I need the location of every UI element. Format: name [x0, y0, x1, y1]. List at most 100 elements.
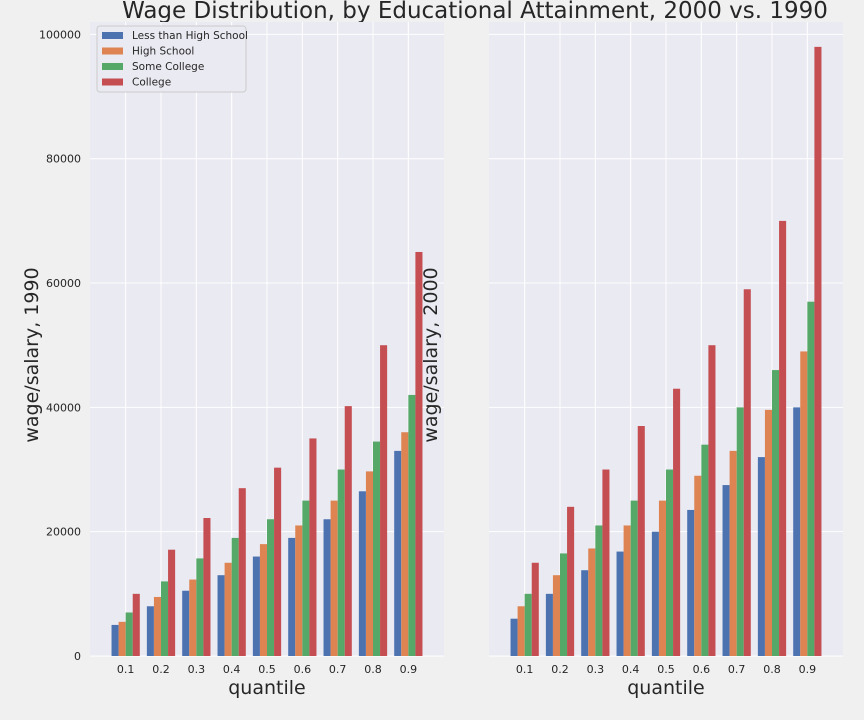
bar-college [203, 518, 211, 656]
bar-college [380, 345, 388, 656]
bar-some-college [524, 593, 532, 656]
bar-less-than-high-school [651, 531, 659, 656]
x-axis-label: quantile [627, 677, 704, 699]
bar-some-college [373, 441, 381, 656]
x-tick-label: 0.2 [551, 663, 569, 676]
y-tick-label: 100000 [39, 28, 81, 41]
bar-high-school [623, 525, 631, 656]
legend-label: College [132, 77, 171, 89]
bar-less-than-high-school [793, 407, 801, 656]
bar-less-than-high-school [252, 556, 260, 656]
bar-less-than-high-school [722, 485, 730, 656]
bar-some-college [595, 525, 603, 656]
panel-1990: 0 20000 40000 60000 80000 100000 0.1 0.2 0.3 0.4 0… [21, 22, 444, 699]
x-tick-label: 0.6 [294, 663, 312, 676]
panel-2000: 0.1 0.2 0.3 0.4 0.5 0.6 0.7 0.8 0.9 quantile wage/… [420, 22, 843, 699]
bar-less-than-high-school [545, 593, 553, 656]
bar-college [309, 438, 317, 656]
bar-college [132, 593, 140, 656]
bar-high-school [401, 432, 409, 656]
legend-label: High School [132, 46, 194, 58]
bar-some-college [772, 370, 780, 656]
bar-high-school [517, 606, 525, 656]
x-tick-label: 0.8 [364, 663, 382, 676]
bar-college [274, 467, 282, 656]
x-tick-label: 0.9 [400, 663, 418, 676]
bar-college [779, 220, 787, 656]
bar-less-than-high-school [510, 618, 518, 656]
legend: Less than High School High School Some Col… [96, 25, 248, 93]
bar-some-college [736, 407, 744, 656]
bar-less-than-high-school [394, 450, 402, 656]
legend-swatch [102, 47, 123, 55]
bar-high-school [552, 575, 560, 656]
bar-high-school [588, 548, 596, 656]
bar-less-than-high-school [111, 624, 119, 656]
bar-some-college [807, 301, 815, 656]
y-tick-label: 60000 [46, 277, 81, 290]
legend-label: Less than High School [132, 30, 248, 42]
bar-high-school [800, 351, 808, 656]
x-tick-label: 0.2 [152, 663, 170, 676]
x-tick-label: 0.1 [516, 663, 534, 676]
y-axis-label: wage/salary, 2000 [420, 267, 442, 442]
bar-less-than-high-school [288, 537, 296, 656]
bar-college [344, 406, 352, 656]
bar-some-college [125, 612, 133, 656]
bar-college [567, 506, 575, 656]
x-tick-label: 0.4 [622, 663, 640, 676]
bar-less-than-high-school [358, 491, 366, 656]
bar-college [673, 388, 681, 656]
bar-college [708, 345, 716, 656]
x-axis-label: quantile [228, 677, 305, 699]
bar-less-than-high-school [146, 606, 154, 656]
x-tick-label: 0.5 [657, 663, 675, 676]
bar-high-school [330, 500, 338, 656]
x-tick-label: 0.6 [693, 663, 711, 676]
x-tick-label: 0.9 [799, 663, 817, 676]
bar-some-college [161, 581, 169, 656]
x-tick-label: 0.3 [587, 663, 605, 676]
bar-college [637, 426, 645, 656]
y-tick-label: 80000 [46, 153, 81, 166]
x-tick-label: 0.8 [763, 663, 781, 676]
y-axis-label: wage/salary, 1990 [21, 267, 43, 442]
bar-college [168, 549, 176, 656]
bar-college [743, 289, 751, 656]
y-tick-label: 20000 [46, 526, 81, 539]
bar-high-school [295, 525, 303, 656]
bar-less-than-high-school [217, 575, 225, 656]
bar-less-than-high-school [616, 551, 624, 656]
x-tick-label: 0.1 [117, 663, 135, 676]
bar-some-college [560, 553, 568, 656]
bar-less-than-high-school [323, 519, 331, 656]
x-tick-label: 0.5 [258, 663, 276, 676]
bar-less-than-high-school [757, 457, 765, 656]
bar-some-college [196, 558, 204, 656]
bar-less-than-high-school [581, 570, 589, 656]
bar-some-college [267, 519, 275, 656]
chart-title: Wage Distribution, by Educational Attain… [122, 0, 828, 24]
bar-high-school [658, 500, 666, 656]
x-tick-label: 0.4 [223, 663, 241, 676]
bar-college [602, 469, 610, 656]
bar-high-school [365, 471, 373, 656]
bar-some-college [231, 537, 239, 656]
legend-swatch [102, 63, 123, 70]
x-tick-label: 0.7 [728, 663, 746, 676]
legend-label: Some College [132, 61, 204, 73]
bar-some-college [701, 444, 709, 656]
bar-high-school [224, 562, 232, 656]
bar-high-school [189, 579, 197, 656]
bar-high-school [118, 621, 126, 656]
bar-some-college [302, 500, 310, 656]
bar-some-college [337, 469, 345, 656]
bar-high-school [259, 544, 267, 656]
bar-college [415, 251, 423, 656]
bar-high-school [694, 475, 702, 656]
bar-less-than-high-school [182, 590, 190, 656]
legend-swatch [102, 32, 123, 39]
legend-swatch [102, 78, 123, 86]
